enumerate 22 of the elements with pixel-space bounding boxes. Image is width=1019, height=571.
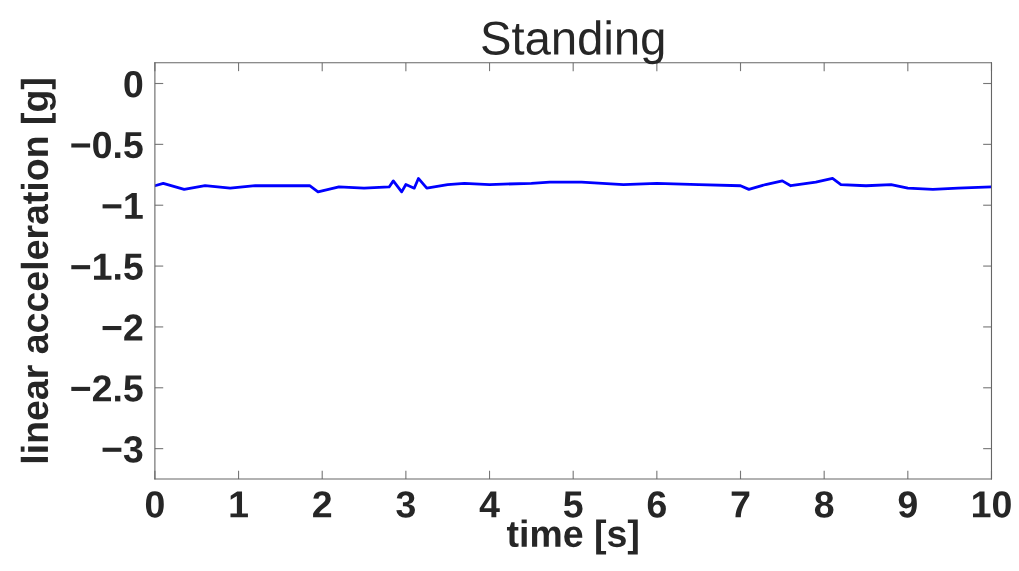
x-tick-label: 1 (230, 491, 248, 518)
y-tick-label: −0.5 (71, 131, 143, 159)
y-tick-label: −1 (102, 193, 143, 219)
line-series (154, 177, 992, 194)
y-tick-label: −2 (102, 314, 143, 341)
x-tick-label: 5 (563, 491, 583, 518)
y-tick-label: −1.5 (71, 253, 143, 281)
chart-title: Standing (482, 20, 664, 65)
x-axis-title: time [s] (506, 519, 638, 555)
x-tick-label: 0 (145, 491, 164, 518)
y-axis-title: linear acceleration [g] (20, 79, 56, 463)
x-tick-label: 2 (313, 491, 332, 518)
x-tick-label: 3 (396, 491, 415, 518)
x-tick-label: 6 (647, 491, 666, 518)
y-tick-label: −2.5 (71, 375, 143, 402)
y-tick-label: 0 (124, 70, 143, 98)
x-tick-label: 9 (898, 491, 917, 518)
x-tick-label: 8 (814, 491, 834, 518)
x-tick-label: 4 (479, 491, 500, 518)
x-tick-label: 10 (972, 491, 1011, 518)
x-tick-label: 7 (731, 491, 750, 518)
y-tick-label: −3 (102, 436, 143, 463)
